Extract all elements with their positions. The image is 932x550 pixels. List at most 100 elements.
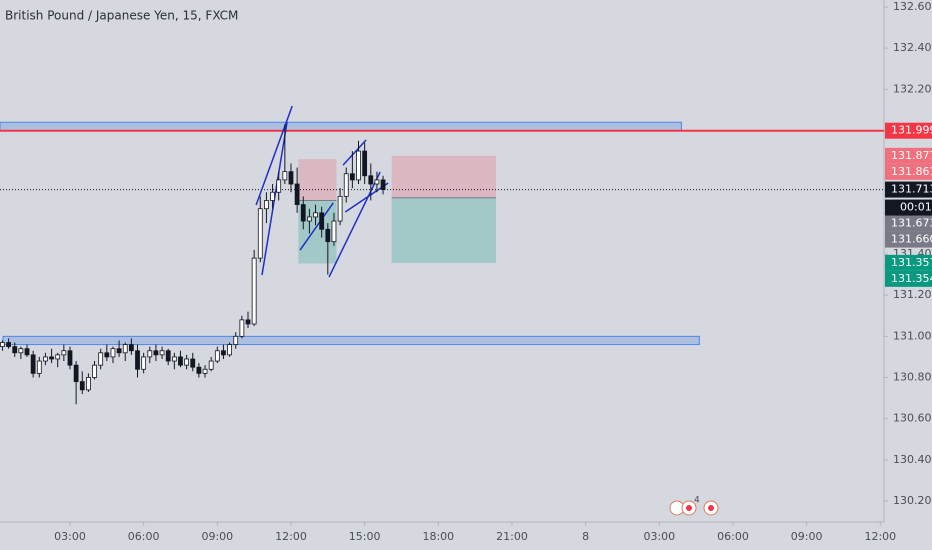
- candle-body: [245, 319, 251, 325]
- y-tick-label: 132.600: [893, 0, 932, 13]
- candle-body: [380, 179, 386, 190]
- y-tick-label: 131.000: [893, 329, 932, 342]
- candle-body: [122, 344, 128, 354]
- price-label: 131.999: [891, 124, 932, 137]
- candle-body: [116, 348, 122, 354]
- x-tick-label: 21:00: [496, 530, 528, 543]
- candle-body: [6, 342, 11, 348]
- candle-body: [73, 364, 79, 383]
- countdown-bg: [885, 199, 932, 216]
- y-tick-label: 131.200: [893, 288, 932, 301]
- candle-body: [276, 179, 282, 193]
- countdown: 00:01: [900, 201, 932, 214]
- candle-body: [49, 356, 54, 360]
- candle-body: [264, 200, 269, 210]
- candle-body: [251, 257, 257, 325]
- candle-body: [325, 228, 331, 243]
- event-dot: [708, 505, 714, 511]
- candle-body: [214, 350, 220, 362]
- price-label-bg: [885, 163, 932, 180]
- trendline: [328, 171, 381, 278]
- candle-body: [288, 171, 294, 185]
- candle-body: [337, 195, 343, 222]
- price-label: 131.861: [891, 165, 932, 178]
- candle-body: [221, 350, 226, 356]
- candle-body: [239, 319, 245, 337]
- candle-body: [110, 348, 116, 358]
- candle-body: [79, 381, 85, 391]
- candle-body: [141, 356, 147, 370]
- candle-body: [208, 360, 214, 370]
- candle-body: [356, 150, 361, 181]
- price-label-bg: [885, 270, 932, 287]
- x-tick-label: 09:00: [201, 530, 233, 543]
- price-label: 131.660: [891, 233, 932, 246]
- candle-body: [61, 350, 67, 356]
- y-tick-label: 130.600: [893, 412, 932, 425]
- candle-body: [196, 366, 202, 374]
- chart-title: British Pound / Japanese Yen, 15, FXCM: [5, 9, 238, 23]
- zone: [0, 121, 682, 132]
- candle-body: [349, 173, 355, 181]
- x-tick-label: 03:00: [54, 530, 86, 543]
- candle-body: [128, 344, 134, 352]
- candle-body: [55, 354, 61, 360]
- y-tick-label: 132.200: [893, 82, 932, 95]
- trendline: [342, 139, 367, 166]
- candle-body: [307, 216, 312, 222]
- price-label: 131.354: [891, 272, 932, 285]
- event-badge: 4: [694, 496, 700, 506]
- x-tick-label: 18:00: [422, 530, 454, 543]
- candle-body: [178, 356, 183, 366]
- x-tick-label: 15:00: [349, 530, 381, 543]
- candle-body: [0, 342, 5, 348]
- price-label: 131.713: [891, 183, 932, 196]
- price-label: 131.357: [891, 256, 932, 269]
- candle-body: [92, 364, 97, 378]
- candle-body: [86, 377, 91, 391]
- candle-body: [24, 348, 30, 356]
- price-label: 131.877: [891, 149, 932, 162]
- stop-zone: [391, 155, 497, 198]
- x-tick-label: 8: [582, 530, 589, 543]
- candle-body: [331, 220, 337, 243]
- candle-body: [98, 352, 104, 366]
- price-label-bg: [885, 215, 932, 232]
- candle-body: [319, 212, 325, 230]
- price-label: 131.673: [891, 217, 932, 230]
- candle-body: [12, 346, 18, 354]
- candle-body: [153, 350, 159, 356]
- candle-body: [343, 173, 349, 197]
- candle-body: [18, 348, 24, 354]
- trendline: [299, 202, 334, 251]
- candle-body: [30, 354, 36, 374]
- candle-body: [368, 175, 374, 185]
- price-label-bg: [885, 147, 932, 164]
- candle-body: [159, 350, 165, 356]
- price-label-bg: [885, 231, 932, 248]
- y-tick-label: 130.400: [893, 453, 932, 466]
- candle-body: [171, 356, 177, 362]
- candle-body: [362, 150, 368, 177]
- candle-body: [233, 335, 239, 345]
- y-tick-label: 130.200: [893, 494, 932, 507]
- x-tick-label: 06:00: [128, 530, 160, 543]
- y-tick-label: 132.400: [893, 41, 932, 54]
- candle-body: [300, 204, 306, 222]
- x-tick-label: 03:00: [643, 530, 675, 543]
- candle-body: [104, 352, 110, 358]
- stop-zone: [298, 159, 337, 201]
- x-tick-label: 12:00: [864, 530, 896, 543]
- x-tick-label: 09:00: [791, 530, 823, 543]
- candle-body: [135, 350, 140, 370]
- event-icons: 4: [669, 496, 719, 516]
- zone: [2, 335, 700, 346]
- target-zone: [391, 197, 497, 263]
- candle-body: [147, 350, 153, 358]
- price-label-bg: [885, 181, 932, 198]
- candle-body: [294, 183, 300, 206]
- candle-body: [270, 191, 275, 201]
- candle-body: [36, 360, 42, 374]
- candle-body: [313, 212, 318, 218]
- candle-body: [190, 358, 196, 368]
